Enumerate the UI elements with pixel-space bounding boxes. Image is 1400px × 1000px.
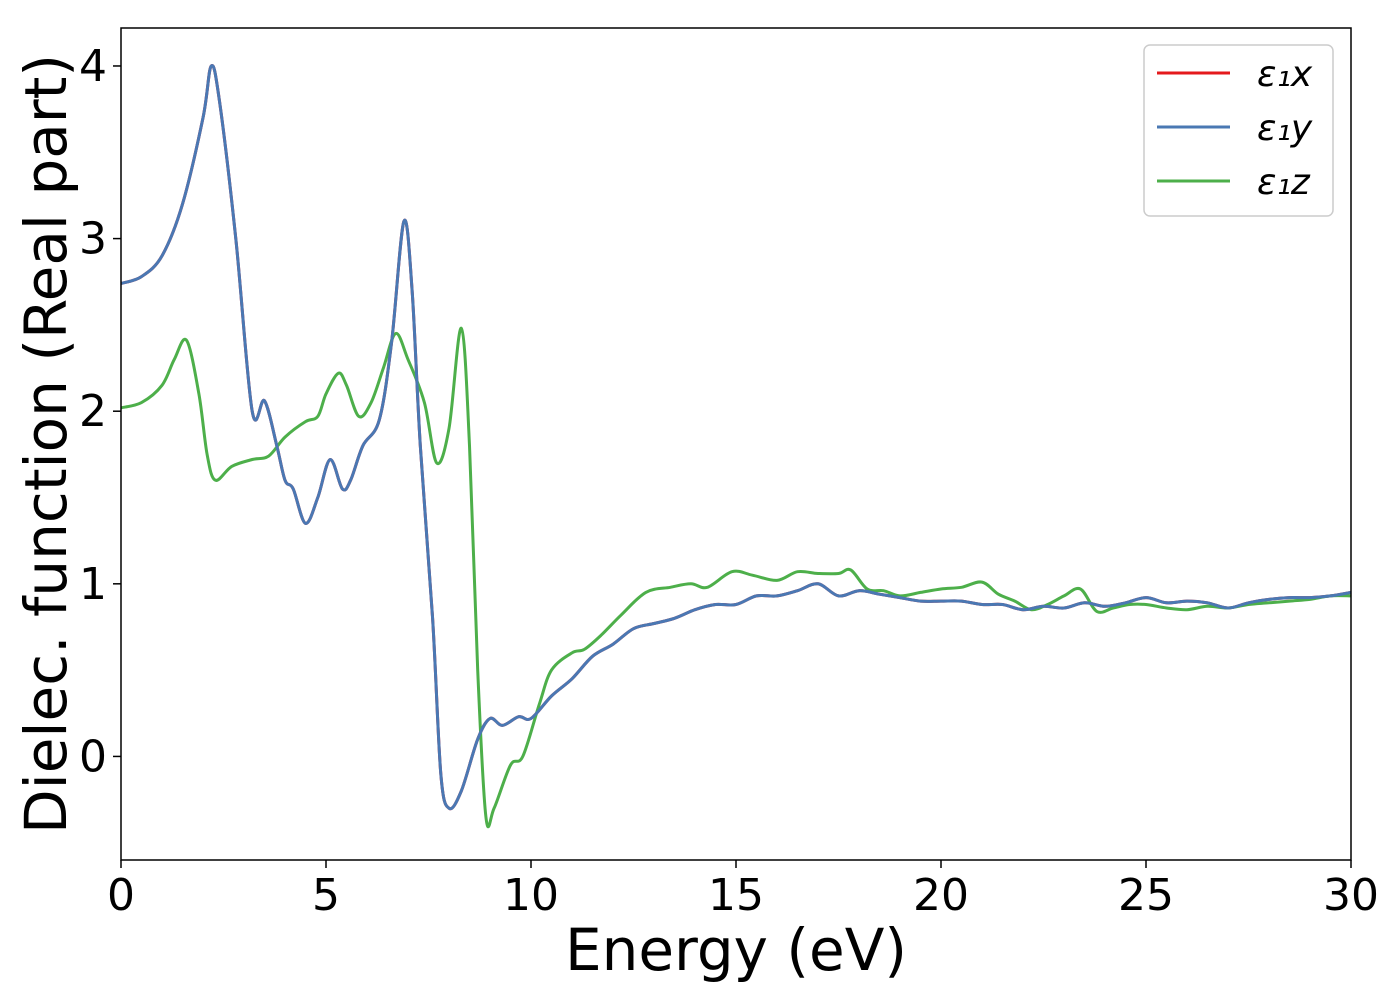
x-tick-label: 10 bbox=[503, 870, 559, 921]
y-axis-label: Dielec. function (Real part) bbox=[12, 54, 80, 834]
x-tick-label: 20 bbox=[913, 870, 969, 921]
y-tick-label: 3 bbox=[79, 214, 107, 265]
x-tick-label: 0 bbox=[107, 870, 135, 921]
legend-label-z: ε₁z bbox=[1257, 162, 1311, 203]
series-line-y bbox=[120, 63, 1352, 811]
x-tick-label: 5 bbox=[312, 870, 340, 921]
y-axis-ticks: 0 1 2 3 4 bbox=[79, 41, 121, 782]
legend: ε₁x ε₁y ε₁z bbox=[1143, 44, 1334, 217]
x-tick-label: 25 bbox=[1118, 870, 1174, 921]
y-tick-label: 2 bbox=[79, 386, 107, 437]
legend-box bbox=[1143, 44, 1334, 217]
y-tick-label: 0 bbox=[79, 731, 107, 782]
x-axis-ticks: 0 5 10 15 20 25 30 bbox=[107, 860, 1379, 921]
x-axis-label: Energy (eV) bbox=[565, 916, 907, 984]
x-tick-label: 30 bbox=[1323, 870, 1379, 921]
y-tick-label: 4 bbox=[79, 41, 107, 92]
y-tick-label: 1 bbox=[79, 559, 107, 610]
series-layer bbox=[120, 63, 1352, 828]
series-line-z bbox=[120, 326, 1352, 828]
x-tick-label: 15 bbox=[708, 870, 764, 921]
legend-label-y: ε₁y bbox=[1257, 108, 1313, 149]
legend-label-x: ε₁x bbox=[1257, 54, 1313, 95]
